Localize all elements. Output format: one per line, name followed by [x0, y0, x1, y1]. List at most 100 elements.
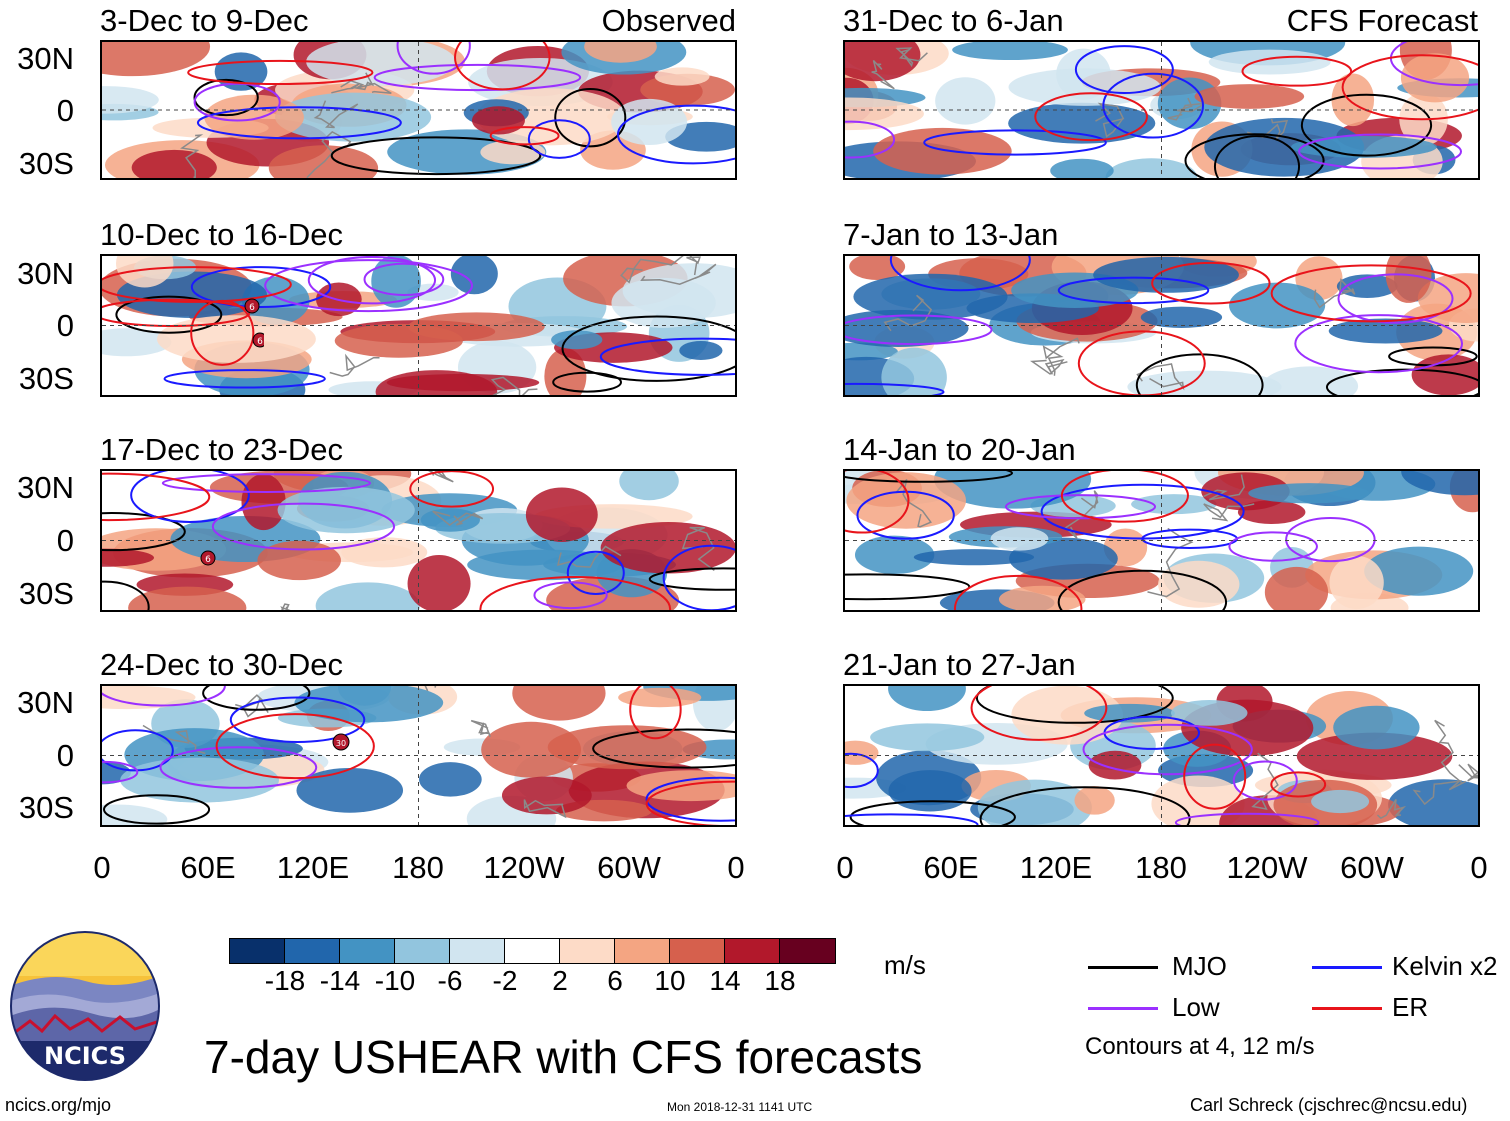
panel-title-5: 17-Dec to 23-Dec	[100, 432, 343, 467]
logo-text: NCICS	[44, 1042, 126, 1070]
wave-contour	[953, 574, 1083, 610]
colorbar-tick: -10	[374, 965, 416, 996]
shear-anomaly	[1008, 68, 1162, 106]
shear-anomaly	[1333, 705, 1420, 750]
shear-anomaly	[102, 86, 159, 114]
shear-anomaly	[1328, 318, 1443, 344]
shear-anomaly	[1158, 560, 1240, 608]
shear-anomaly	[990, 527, 1049, 551]
shear-anomaly	[1385, 256, 1432, 303]
coastline	[340, 80, 392, 95]
wave-contour	[845, 471, 1014, 483]
shear-anomaly	[481, 721, 582, 778]
wave-contour	[566, 550, 625, 595]
storm-marker-dec17: 6	[200, 550, 216, 566]
colorbar-tick: 10	[654, 965, 686, 996]
panel-title-7: 24-Dec to 30-Dec	[100, 647, 343, 682]
map-panel-observed-3	[100, 469, 737, 612]
shear-anomaly	[102, 548, 155, 567]
wave-contour	[130, 471, 250, 523]
coastline	[640, 263, 717, 285]
lon-tick: 60W	[1340, 850, 1404, 885]
wave-contour	[845, 314, 993, 346]
shear-anomaly	[1329, 555, 1384, 610]
shear-anomaly	[1311, 789, 1370, 814]
wave-contour	[616, 104, 735, 165]
shear-anomaly	[679, 341, 723, 360]
wave-contour	[115, 295, 223, 334]
wave-contour	[552, 371, 622, 393]
coastline	[427, 471, 454, 483]
shear-anomaly	[873, 127, 1012, 175]
lon-tick: 120E	[1019, 850, 1093, 885]
wave-contour	[1135, 353, 1264, 395]
shear-anomaly	[128, 586, 247, 610]
footer-url[interactable]: ncics.org/mjo	[5, 1095, 112, 1115]
map-panel-observed-4	[100, 684, 737, 827]
shear-anomaly	[1008, 102, 1156, 144]
lon-tick: 0	[1470, 850, 1488, 885]
wave-contour	[599, 337, 735, 376]
colorbar-swatch	[725, 939, 780, 963]
shear-anomaly	[952, 42, 1068, 61]
shear-anomaly	[115, 256, 174, 288]
shear-anomaly	[480, 140, 546, 165]
wave-contour	[1034, 92, 1148, 142]
shear-field	[845, 471, 1478, 610]
wave-contour	[629, 686, 682, 740]
wave-contour	[845, 471, 910, 534]
wave-contour	[103, 794, 211, 825]
lon-tick: 180	[392, 850, 444, 885]
coastline	[1203, 503, 1255, 522]
coastline	[1030, 358, 1068, 375]
shear-anomaly	[241, 473, 286, 531]
lon-tick: 180	[1135, 850, 1187, 885]
colorbar-swatch	[395, 939, 450, 963]
shear-anomaly	[257, 540, 341, 581]
lat-label-30n: 30N	[17, 685, 74, 720]
coastline	[1313, 278, 1356, 309]
wave-contour	[845, 120, 896, 159]
map-panel-forecast-3	[843, 469, 1480, 612]
shear-anomaly	[102, 42, 211, 77]
shear-anomaly	[525, 487, 598, 542]
coastline	[1412, 780, 1467, 806]
lon-tick: 120E	[276, 850, 350, 885]
lat-label-30n: 30N	[17, 470, 74, 505]
coastline	[180, 134, 204, 178]
shear-anomaly	[888, 686, 966, 712]
shear-field	[102, 256, 735, 395]
shear-anomaly	[501, 776, 592, 815]
shear-anomaly	[854, 535, 935, 575]
shear-anomaly	[935, 77, 996, 125]
shear-anomaly	[1248, 483, 1370, 504]
shear-anomaly	[611, 277, 716, 328]
coastline	[871, 59, 895, 90]
colorbar-tick: -18	[264, 965, 306, 996]
storm-marker: 6	[252, 332, 264, 348]
shear-anomaly	[1208, 49, 1331, 75]
coastline	[306, 130, 363, 178]
wave-contour	[1325, 368, 1478, 395]
wave-contour	[975, 686, 1174, 724]
shear-anomaly	[1151, 775, 1245, 825]
wave-contour	[1184, 133, 1325, 178]
map-panel-observed-2	[100, 254, 737, 397]
shear-anomaly	[1417, 273, 1478, 323]
shear-anomaly	[1364, 546, 1474, 596]
shear-anomaly	[407, 283, 459, 301]
wave-contour	[645, 776, 735, 822]
coastline	[490, 376, 538, 395]
wave-contour	[645, 780, 735, 825]
shear-anomaly	[294, 686, 444, 723]
shear-anomaly	[654, 67, 710, 86]
legend-line-mjo	[1088, 966, 1158, 969]
wave-contour	[1004, 494, 1157, 520]
colorbar-tick: 6	[607, 965, 623, 996]
panel-corner-observed: Observed	[601, 3, 736, 38]
wave-contour	[1232, 760, 1298, 801]
lat-label-30s: 30S	[18, 146, 74, 181]
wave-contour	[190, 266, 332, 308]
coastline	[895, 47, 928, 68]
wave-contour	[845, 752, 879, 789]
